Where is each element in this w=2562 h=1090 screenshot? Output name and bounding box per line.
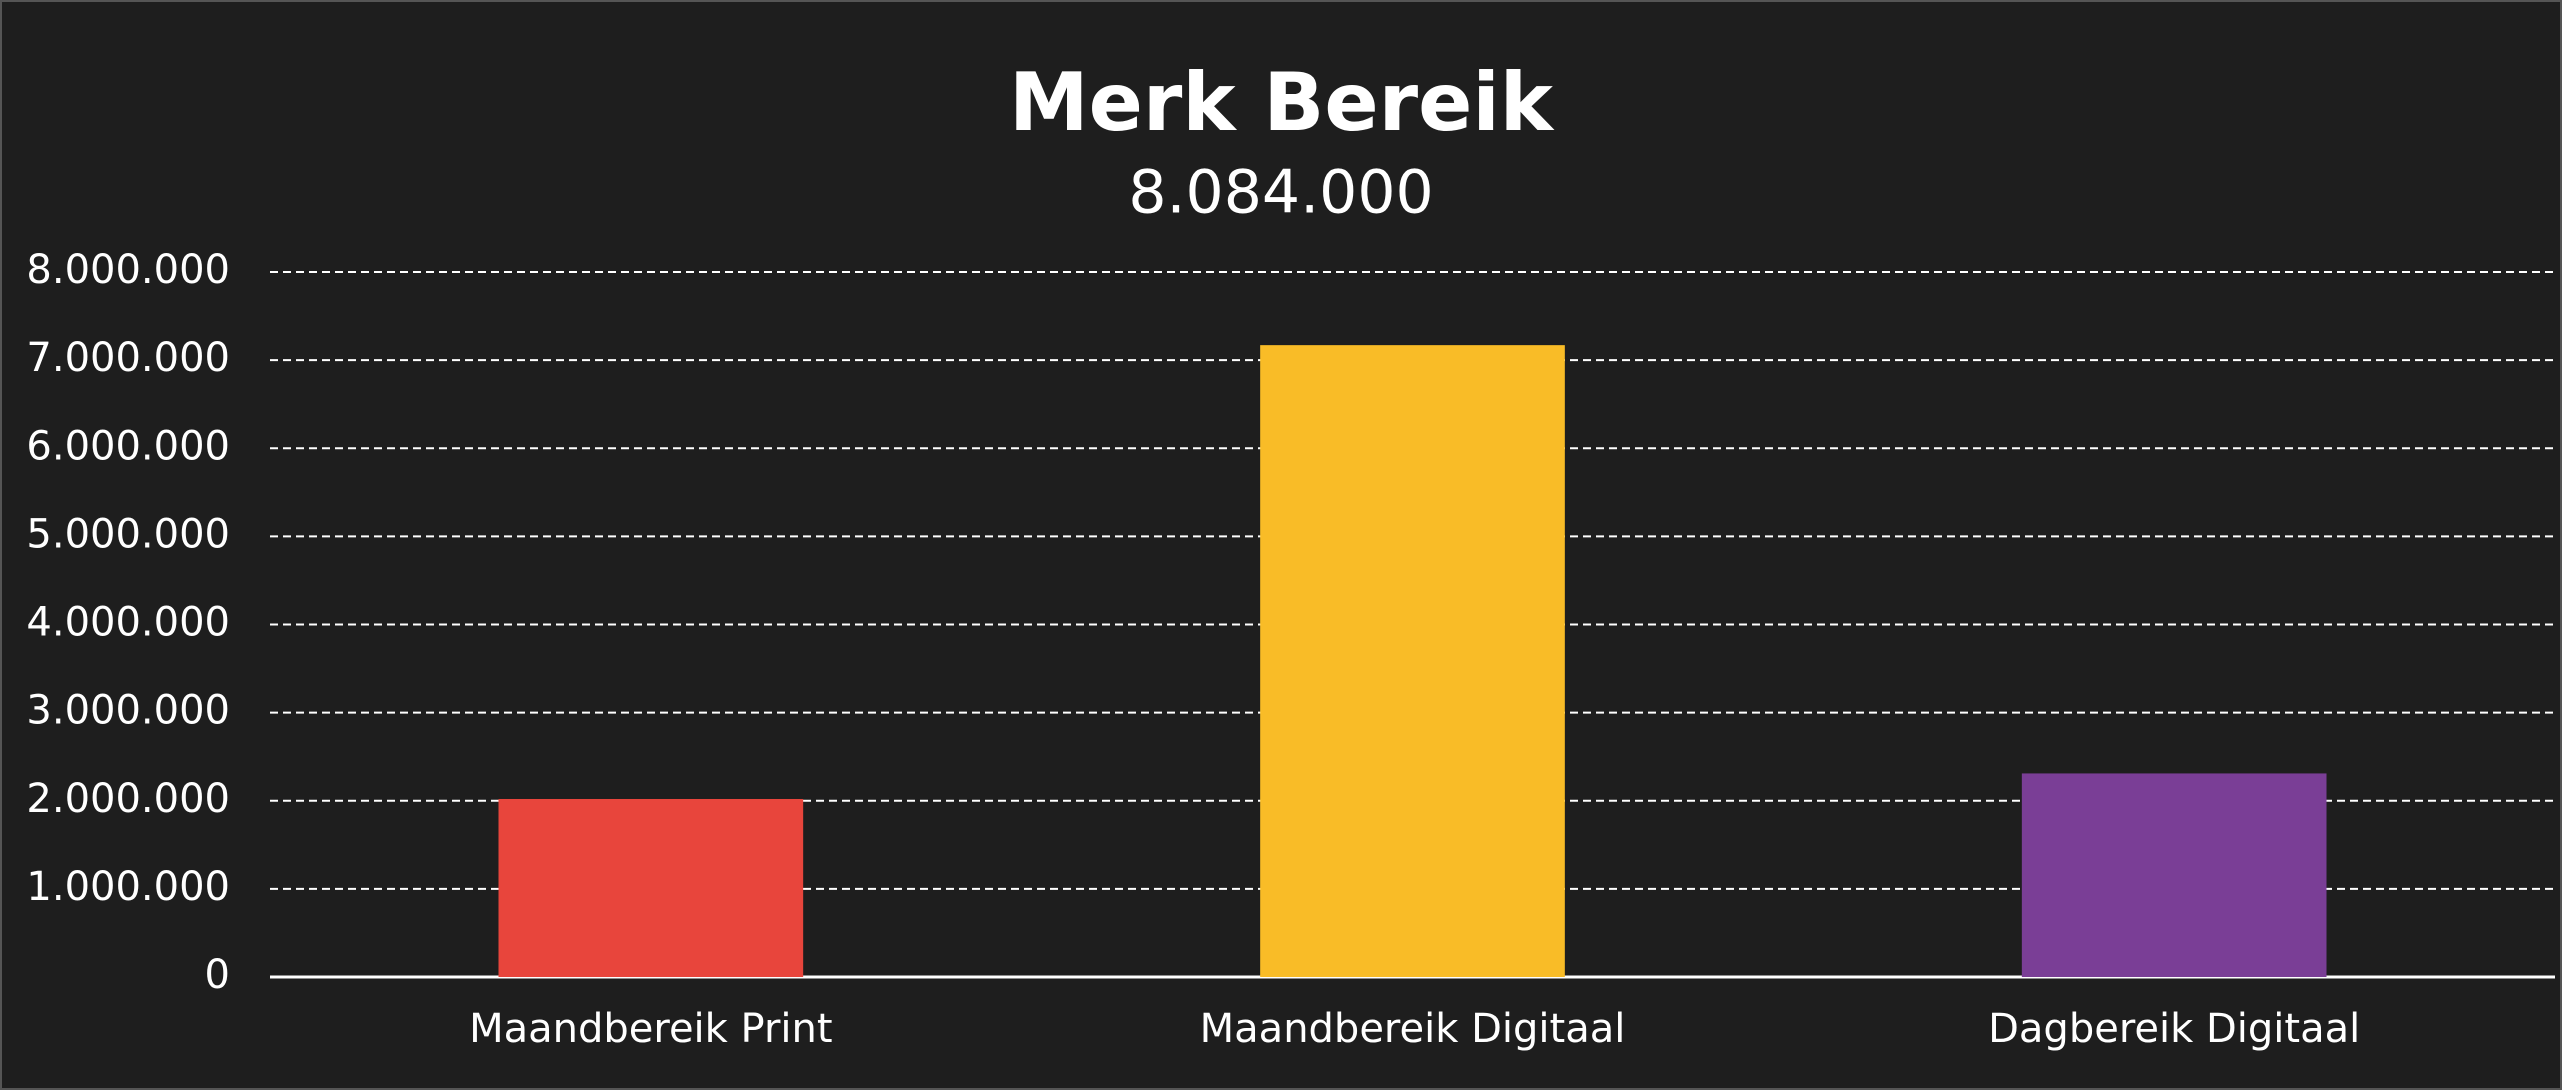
x-tick-label: Dagbereik Digitaal	[1988, 1006, 2360, 1052]
y-tick-label: 7.000.000	[26, 335, 230, 381]
chart-subtitle: 8.084.000	[1128, 158, 1433, 228]
chart-title: Merk Bereik	[1009, 56, 1555, 149]
y-tick-label: 0	[205, 952, 230, 998]
x-tick-label: Maandbereik Digitaal	[1200, 1006, 1626, 1052]
y-tick-label: 3.000.000	[26, 688, 230, 734]
bar	[498, 798, 804, 977]
y-tick-label: 5.000.000	[26, 511, 230, 557]
y-tick-label: 8.000.000	[26, 247, 230, 293]
x-tick-label: Maandbereik Print	[469, 1006, 832, 1052]
y-tick-label: 1.000.000	[26, 864, 230, 910]
bar	[2021, 773, 2327, 977]
bar	[1260, 345, 1565, 977]
y-tick-label: 4.000.000	[26, 600, 230, 646]
y-tick-label: 2.000.000	[26, 776, 230, 822]
y-tick-label: 6.000.000	[26, 423, 230, 469]
